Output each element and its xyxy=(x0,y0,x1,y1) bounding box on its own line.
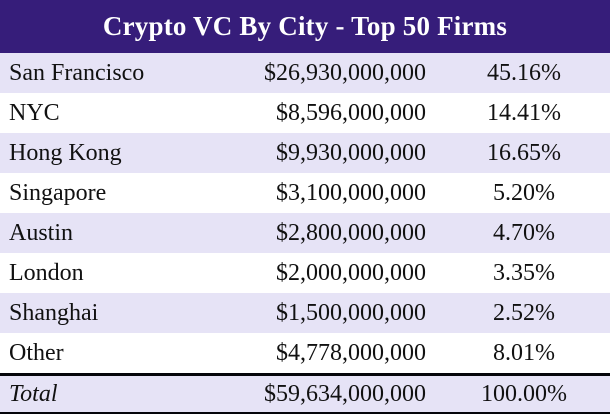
percent-cell: 14.41% xyxy=(487,99,561,126)
city-cell: Singapore xyxy=(9,179,107,206)
city-cell: Shanghai xyxy=(9,299,99,326)
table-row: Austin $2,800,000,000 4.70% xyxy=(0,213,610,253)
percent-cell: 2.52% xyxy=(493,299,555,326)
city-cell: NYC xyxy=(9,99,60,126)
page-title: Crypto VC By City - Top 50 Firms xyxy=(102,11,508,41)
percent-cell: 5.20% xyxy=(493,179,555,206)
table-row: NYC $8,596,000,000 14.41% xyxy=(0,93,610,133)
amount-cell: $3,100,000,000 xyxy=(276,179,426,206)
amount-cell: $9,930,000,000 xyxy=(276,139,426,166)
total-separator-rule xyxy=(0,373,610,376)
total-row: Total $59,634,000,000 100.00% xyxy=(0,376,610,412)
table-row: San Francisco $26,930,000,000 45.16% xyxy=(0,53,610,93)
city-cell: Other xyxy=(9,339,64,366)
percent-cell: 8.01% xyxy=(493,339,555,366)
amount-cell: $4,778,000,000 xyxy=(276,339,426,366)
amount-cell: $2,800,000,000 xyxy=(276,219,426,246)
table-row: Shanghai $1,500,000,000 2.52% xyxy=(0,293,610,333)
total-percent-cell: 100.00% xyxy=(481,380,567,407)
city-cell: Hong Kong xyxy=(9,139,122,166)
percent-cell: 4.70% xyxy=(493,219,555,246)
total-label: Total xyxy=(9,380,58,407)
amount-cell: $8,596,000,000 xyxy=(276,99,426,126)
city-cell: San Francisco xyxy=(9,59,145,86)
table-row: London $2,000,000,000 3.35% xyxy=(0,253,610,293)
percent-cell: 3.35% xyxy=(493,259,555,286)
percent-cell: 16.65% xyxy=(487,139,561,166)
table-row: Hong Kong $9,930,000,000 16.65% xyxy=(0,133,610,173)
amount-cell: $2,000,000,000 xyxy=(276,259,426,286)
table-title-bar: Crypto VC By City - Top 50 Firms xyxy=(0,0,610,53)
amount-cell: $1,500,000,000 xyxy=(276,299,426,326)
city-cell: Austin xyxy=(9,219,74,246)
total-amount-cell: $59,634,000,000 xyxy=(264,380,426,407)
city-cell: London xyxy=(9,259,84,286)
table-row: Other $4,778,000,000 8.01% xyxy=(0,333,610,373)
amount-cell: $26,930,000,000 xyxy=(264,59,426,86)
percent-cell: 45.16% xyxy=(487,59,561,86)
table-row: Singapore $3,100,000,000 5.20% xyxy=(0,173,610,213)
